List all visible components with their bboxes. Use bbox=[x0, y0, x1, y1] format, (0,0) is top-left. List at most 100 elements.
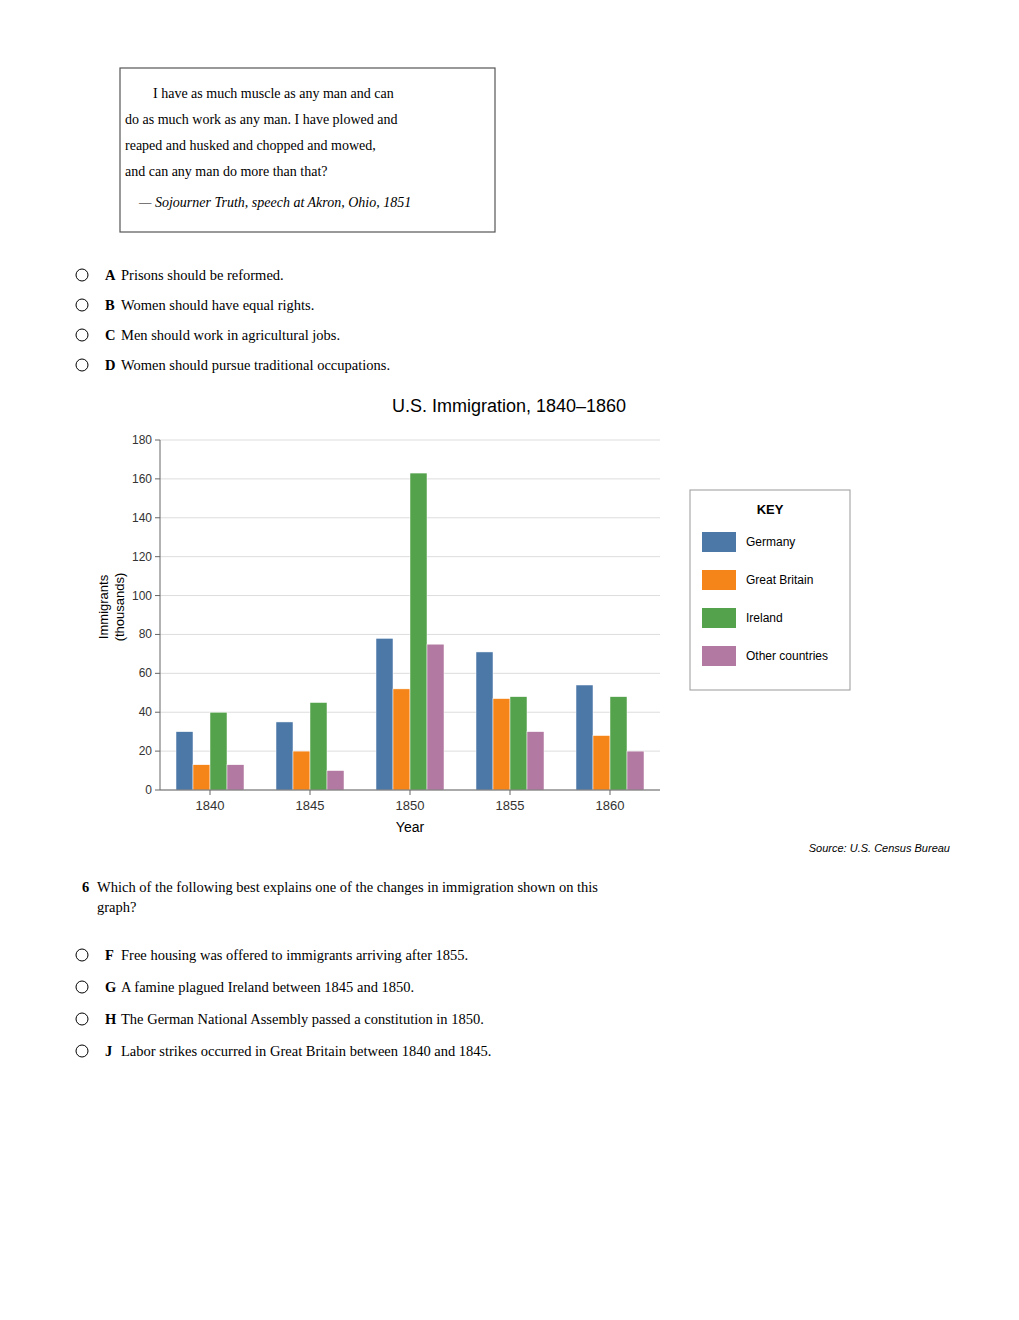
y-tick bbox=[155, 517, 160, 518]
quote-line: do as much work as any man. I have plowe… bbox=[125, 112, 398, 127]
choice-letter: D bbox=[105, 357, 115, 373]
x-tick bbox=[210, 790, 211, 795]
x-axis-label: Year bbox=[396, 819, 425, 835]
radio-button bbox=[76, 329, 88, 341]
grid-line bbox=[160, 790, 660, 791]
choice-text: Labor strikes occurred in Great Britain … bbox=[121, 1043, 491, 1059]
x-tick bbox=[410, 790, 411, 795]
bar bbox=[327, 771, 344, 790]
bar bbox=[227, 765, 244, 790]
bar bbox=[510, 697, 527, 790]
choice-text: Women should pursue traditional occupati… bbox=[121, 357, 390, 373]
choice-text: Men should work in agricultural jobs. bbox=[121, 327, 340, 343]
choice-letter: J bbox=[105, 1043, 112, 1059]
x-tick-label: 1840 bbox=[196, 798, 225, 813]
y-tick bbox=[155, 595, 160, 596]
legend-label: Other countries bbox=[746, 649, 828, 663]
legend-label: Germany bbox=[746, 535, 795, 549]
choice-letter: H bbox=[105, 1011, 117, 1027]
y-tick-label: 20 bbox=[139, 744, 153, 758]
bar bbox=[493, 699, 510, 790]
legend-title: KEY bbox=[757, 502, 784, 517]
choice-text: Prisons should be reformed. bbox=[121, 267, 284, 283]
y-tick-label: 120 bbox=[132, 550, 152, 564]
choice-text: A famine plagued Ireland between 1845 an… bbox=[121, 979, 414, 995]
radio-button bbox=[76, 1045, 88, 1057]
bar bbox=[627, 751, 644, 790]
choice-text: The German National Assembly passed a co… bbox=[121, 1011, 484, 1027]
legend-label: Ireland bbox=[746, 611, 783, 625]
bar bbox=[176, 732, 193, 790]
bar bbox=[376, 638, 393, 790]
x-tick-label: 1845 bbox=[296, 798, 325, 813]
y-tick-label: 100 bbox=[132, 589, 152, 603]
legend: KEY Germany Great Britain Ireland Other coun… bbox=[690, 490, 850, 690]
y-tick bbox=[155, 478, 160, 479]
x-axis-line bbox=[160, 790, 660, 791]
text-line: Immigrants bbox=[96, 574, 111, 639]
bar bbox=[527, 732, 544, 790]
legend-box bbox=[690, 490, 850, 690]
quote-line: and can any man do more than that? bbox=[125, 164, 328, 179]
bar bbox=[193, 765, 210, 790]
y-tick-label: 40 bbox=[139, 705, 153, 719]
bar bbox=[593, 736, 610, 790]
bar bbox=[310, 703, 327, 791]
bar bbox=[476, 652, 493, 790]
choice-letter: F bbox=[105, 947, 114, 963]
quote-line: I have as much muscle as any man and can bbox=[125, 86, 394, 101]
bar bbox=[427, 644, 444, 790]
quote-box bbox=[120, 68, 495, 232]
radio-button bbox=[76, 269, 88, 281]
x-tick bbox=[510, 790, 511, 795]
choice-text: Women should have equal rights. bbox=[121, 297, 314, 313]
grid-line bbox=[160, 440, 660, 441]
page: I have as much muscle as any man and can… bbox=[0, 0, 1019, 1320]
radio-button bbox=[76, 949, 88, 961]
question-number: 6 bbox=[82, 879, 89, 895]
bar bbox=[276, 722, 293, 790]
question-text: Which of the following best explains one… bbox=[97, 879, 598, 915]
y-tick bbox=[155, 673, 160, 674]
bars bbox=[176, 473, 644, 790]
y-tick bbox=[155, 712, 160, 713]
choice-letter: C bbox=[105, 327, 115, 343]
x-tick-label: 1860 bbox=[596, 798, 625, 813]
y-tick-label: 80 bbox=[139, 627, 153, 641]
y-tick-label: 140 bbox=[132, 511, 152, 525]
bar bbox=[576, 685, 593, 790]
y-tick-label: 180 bbox=[132, 433, 152, 447]
choice-text: Free housing was offered to immigrants a… bbox=[121, 947, 468, 963]
legend-label: Great Britain bbox=[746, 573, 813, 587]
legend-swatch bbox=[702, 532, 736, 552]
radio-button bbox=[76, 359, 88, 371]
legend-swatch bbox=[702, 608, 736, 628]
legend-swatch bbox=[702, 646, 736, 666]
x-tick-label: 1850 bbox=[396, 798, 425, 813]
chart: 0204060801001201401601801840184518501855… bbox=[96, 433, 660, 835]
page-canvas: I have as much muscle as any man and can… bbox=[0, 0, 1019, 1320]
x-tick bbox=[310, 790, 311, 795]
y-tick bbox=[155, 790, 160, 791]
text-line: (thousands) bbox=[112, 573, 127, 642]
y-tick-label: 60 bbox=[139, 666, 153, 680]
legend-swatch bbox=[702, 570, 736, 590]
choice-letter: B bbox=[105, 297, 115, 313]
bar bbox=[610, 697, 627, 790]
bar bbox=[410, 473, 427, 790]
text-line: Which of the following best explains one… bbox=[97, 879, 598, 895]
choice-letter: A bbox=[105, 267, 116, 283]
x-tick bbox=[610, 790, 611, 795]
radio-button bbox=[76, 299, 88, 311]
radio-button bbox=[76, 981, 88, 993]
y-axis-line bbox=[160, 440, 161, 790]
quote-line: reaped and husked and chopped and mowed, bbox=[125, 138, 376, 153]
y-tick bbox=[155, 556, 160, 557]
quote-attribution: — Sojourner Truth, speech at Akron, Ohio… bbox=[125, 195, 411, 210]
choice-letter: G bbox=[105, 979, 116, 995]
y-tick-label: 0 bbox=[145, 783, 152, 797]
x-tick-label: 1855 bbox=[496, 798, 525, 813]
y-tick bbox=[155, 440, 160, 441]
source-note: Source: U.S. Census Bureau bbox=[809, 842, 950, 854]
y-axis-label: Immigrants(thousands) bbox=[96, 573, 127, 642]
